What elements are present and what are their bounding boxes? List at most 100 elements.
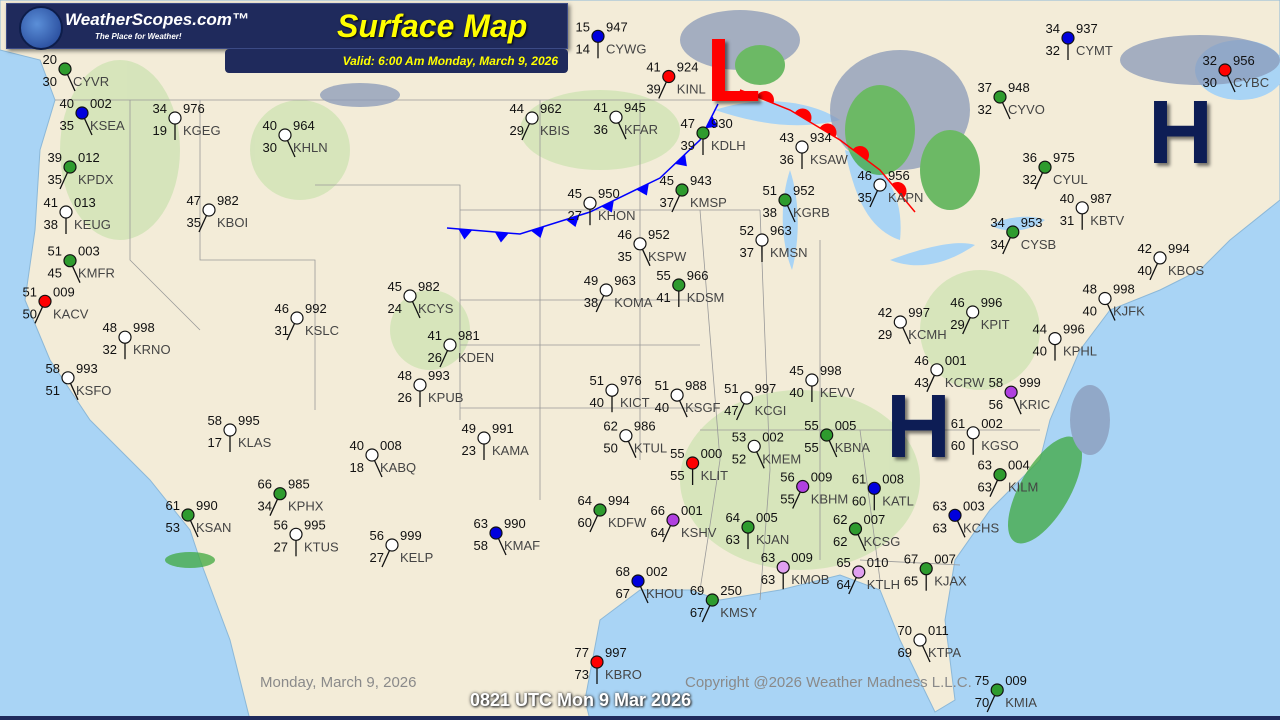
station-plot-kbro[interactable]: 77 73 997 KBRO <box>575 645 642 684</box>
sky-cover-icon <box>590 655 604 669</box>
station-plot-keug[interactable]: 41 38 013 KEUG <box>44 195 111 234</box>
station-plot-kjfk[interactable]: 48 40 998 KJFK <box>1083 282 1146 321</box>
temperature: 63 <box>978 458 992 473</box>
station-plot-kgso[interactable]: 61 60 002 KGSO <box>951 416 1019 455</box>
station-plot-cymt[interactable]: 34 32 937 CYMT <box>1046 21 1113 60</box>
station-plot-kgrb[interactable]: 51 38 952 KGRB <box>763 183 830 223</box>
station-plot-kphl[interactable]: 44 40 996 KPHL <box>1033 322 1097 361</box>
station-plot-kpub[interactable]: 48 26 993 KPUB <box>398 368 464 407</box>
pressure: 011 <box>928 623 949 638</box>
dewpoint: 51 <box>46 383 60 398</box>
station-plot-cyul[interactable]: 36 32 975 CYUL <box>1023 150 1088 190</box>
station-plot-koma[interactable]: 49 38 963 KOMA <box>584 273 653 313</box>
station-plot-ksgf[interactable]: 51 40 988 KSGF <box>655 378 721 418</box>
station-plot-kmob[interactable]: 63 63 009 KMOB <box>761 550 830 590</box>
dewpoint: 50 <box>603 441 617 456</box>
station-plot-kgeg[interactable]: 34 19 976 KGEG <box>153 101 221 140</box>
cold-front-triangle <box>674 154 687 167</box>
station-plot-kict[interactable]: 51 40 976 KICT <box>590 373 650 413</box>
temperature: 46 <box>275 301 289 316</box>
station-plot-ksea[interactable]: 40 35 002 KSEA <box>60 96 125 136</box>
station-plot-kapn[interactable]: 46 35 956 KAPN <box>858 168 924 208</box>
station-plot-kbhm[interactable]: 56 55 009 KBHM <box>780 470 848 509</box>
station-plot-kcrw[interactable]: 46 43 001 KCRW <box>914 353 985 393</box>
station-plot-kdfw[interactable]: 64 60 994 KDFW <box>578 493 647 533</box>
station-plot-kspw[interactable]: 46 35 952 KSPW <box>618 227 687 267</box>
station-plot-kjax[interactable]: 67 65 007 KJAX <box>904 552 967 591</box>
station-plot-kmaf[interactable]: 63 58 990 KMAF <box>474 516 541 556</box>
station-plot-ksan[interactable]: 61 53 990 KSAN <box>166 498 232 538</box>
station-plot-kdsm[interactable]: 55 41 966 KDSM <box>656 268 724 307</box>
station-plot-kbos[interactable]: 42 40 994 KBOS <box>1138 241 1205 281</box>
station-plot-kjan[interactable]: 64 63 005 KJAN <box>726 510 790 550</box>
dewpoint: 32 <box>1046 43 1060 58</box>
station-plot-kelp[interactable]: 56 27 999 KELP <box>370 528 434 568</box>
station-plot-cybc[interactable]: 32 30 956 CYBC <box>1203 53 1270 93</box>
station-plot-cyvr[interactable]: 20 30 CYVR <box>43 52 110 92</box>
station-plot-kbna[interactable]: 55 55 005 KBNA <box>804 418 870 458</box>
station-plot-kbis[interactable]: 44 29 962 KBIS <box>510 101 570 141</box>
sky-cover-icon <box>755 233 769 247</box>
station-plot-katl[interactable]: 61 60 008 KATL <box>852 471 914 511</box>
sky-cover-icon <box>1006 225 1020 239</box>
pressure: 005 <box>756 510 778 525</box>
temperature: 41 <box>44 195 58 210</box>
station-plot-kcmh[interactable]: 42 29 997 KCMH <box>878 305 947 345</box>
station-plot-kfar[interactable]: 41 36 945 KFAR <box>594 100 658 140</box>
station-plot-kmia[interactable]: 75 70 009 KMIA <box>975 673 1038 713</box>
dewpoint: 35 <box>618 249 632 264</box>
station-plot-kmfr[interactable]: 51 45 003 KMFR <box>48 244 115 283</box>
station-plot-ktpa[interactable]: 70 69 011 KTPA <box>898 623 962 663</box>
temperature: 45 <box>789 363 803 378</box>
station-plot-cyvo[interactable]: 37 32 948 CYVO <box>978 80 1045 120</box>
station-plot-kmem[interactable]: 53 52 002 KMEM <box>732 429 801 469</box>
station-plot-kshv[interactable]: 66 64 001 KSHV <box>651 503 717 543</box>
sky-cover-icon <box>58 62 72 76</box>
station-plot-khln[interactable]: 40 30 964 KHLN <box>263 118 328 158</box>
brand-name[interactable]: WeatherScopes.com™ <box>65 10 249 29</box>
station-plot-ktul[interactable]: 62 50 986 KTUL <box>603 419 667 458</box>
station-plot-kcsg[interactable]: 62 62 007 KCSG <box>833 512 901 552</box>
station-plot-klit[interactable]: 55 55 000 KLIT <box>670 446 728 485</box>
station-plot-kpdx[interactable]: 39 35 012 KPDX <box>48 150 114 190</box>
station-plot-kpit[interactable]: 46 29 996 KPIT <box>950 295 1010 335</box>
station-plot-kevv[interactable]: 45 40 998 KEVV <box>789 363 855 402</box>
station-plot-kchs[interactable]: 63 63 003 KCHS <box>933 498 1000 538</box>
station-plot-kcgi[interactable]: 51 47 997 KCGI <box>724 381 786 421</box>
sky-cover-icon <box>489 526 503 540</box>
station-plot-kinl[interactable]: 41 39 924 KINL <box>646 60 706 99</box>
station-plot-khon[interactable]: 45 27 950 KHON <box>568 186 636 226</box>
station-plot-ktus[interactable]: 56 27 995 KTUS <box>274 517 339 557</box>
station-plot-kacv[interactable]: 51 50 009 KACV <box>23 284 89 324</box>
station-plot-kden[interactable]: 41 26 981 KDEN <box>428 328 495 368</box>
station-plot-kric[interactable]: 58 56 999 KRIC <box>989 375 1051 415</box>
station-plot-kama[interactable]: 49 23 991 KAMA <box>462 421 530 460</box>
sky-cover-icon <box>993 468 1007 482</box>
dewpoint: 39 <box>681 138 695 153</box>
station-plot-krno[interactable]: 48 32 998 KRNO <box>103 320 171 360</box>
station-plot-kilm[interactable]: 63 63 004 KILM <box>978 458 1039 497</box>
station-plot-kabq[interactable]: 40 18 008 KABQ <box>350 438 417 478</box>
station-plot-kdlh[interactable]: 47 39 930 KDLH <box>681 116 746 155</box>
station-plot-kslc[interactable]: 46 31 992 KSLC <box>275 301 339 341</box>
station-plot-ktlh[interactable]: 65 64 010 KTLH <box>836 555 900 595</box>
station-plot-ksaw[interactable]: 43 36 934 KSAW <box>780 130 849 169</box>
station-plot-kmsp[interactable]: 45 37 943 KMSP <box>660 173 727 213</box>
station-plot-cysb[interactable]: 34 34 953 CYSB <box>990 215 1056 255</box>
station-plot-ksfo[interactable]: 58 51 993 KSFO <box>46 361 112 401</box>
station-id: KCSG <box>864 534 901 549</box>
station-plot-kbtv[interactable]: 40 31 987 KBTV <box>1060 191 1125 230</box>
station-plot-kcys[interactable]: 45 24 982 KCYS <box>388 279 454 319</box>
station-plot-khou[interactable]: 68 67 002 KHOU <box>616 564 684 604</box>
station-plot-klas[interactable]: 58 17 995 KLAS <box>208 413 272 452</box>
sky-cover-icon <box>796 479 810 494</box>
station-plot-kphx[interactable]: 66 34 985 KPHX <box>258 477 324 516</box>
dewpoint: 47 <box>724 403 738 418</box>
sky-cover-icon <box>1038 160 1052 174</box>
station-plot-kboi[interactable]: 47 35 982 KBOI <box>187 193 249 233</box>
station-plot-cywg[interactable]: 15 14 947 CYWG <box>576 19 647 59</box>
station-plot-kmsy[interactable]: 69 67 250 KMSY <box>690 583 758 623</box>
dewpoint: 34 <box>258 499 272 514</box>
station-plot-kmsn[interactable]: 52 37 963 KMSN <box>740 223 808 262</box>
station-id: KCYS <box>418 301 454 316</box>
